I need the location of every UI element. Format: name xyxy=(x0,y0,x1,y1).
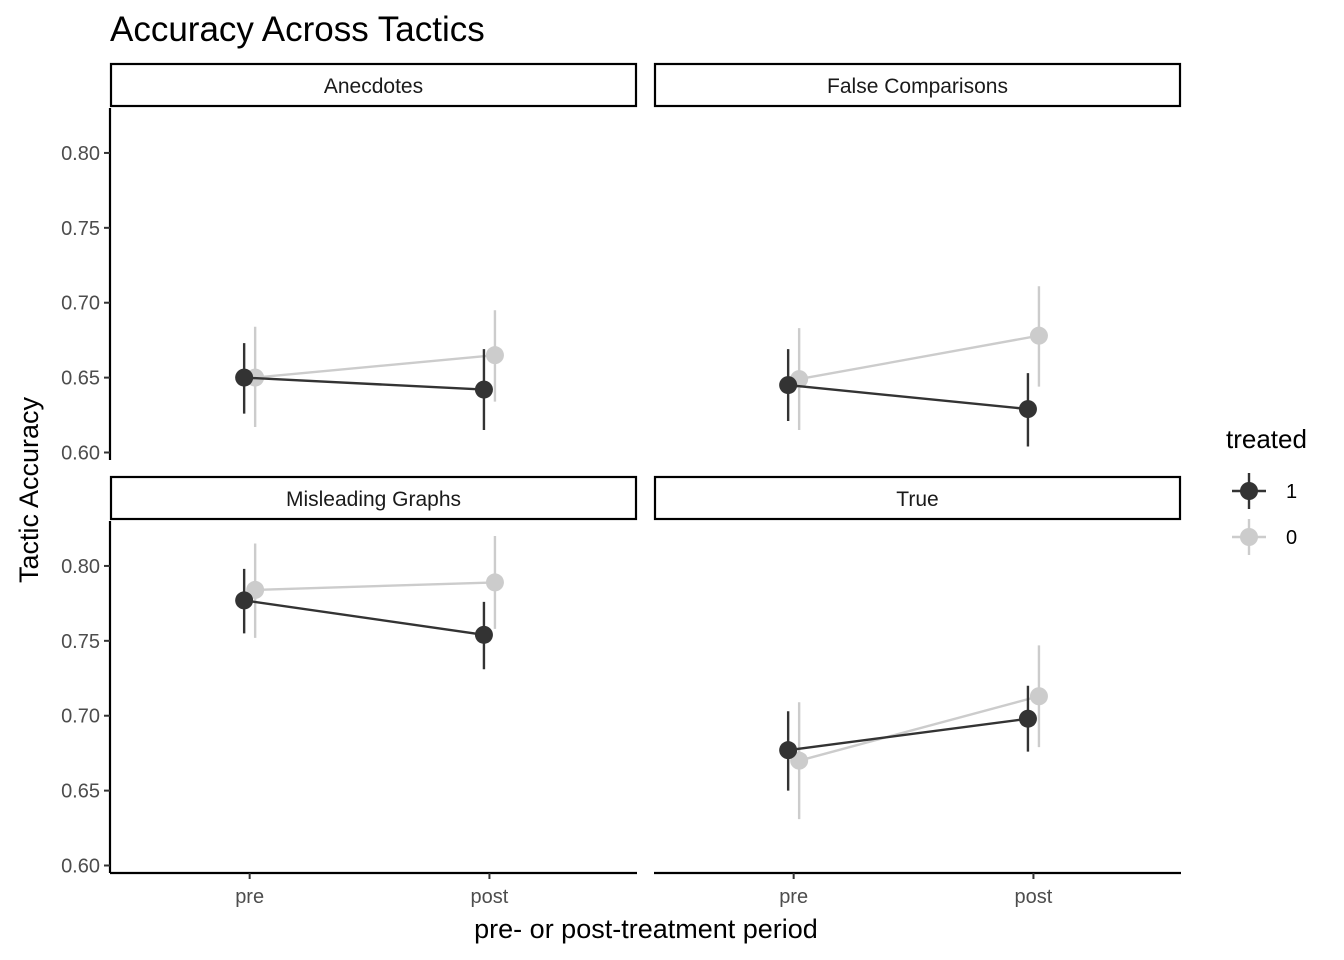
strip-box xyxy=(109,475,638,521)
data-point xyxy=(1018,400,1037,419)
legend-item: 0 xyxy=(1232,519,1297,555)
facet-panel: False Comparisons xyxy=(653,62,1182,447)
data-point xyxy=(779,741,798,760)
facet-panels: Anecdotes 0.60 0.65 0.70 0.75 0.80 False Compa… xyxy=(61,62,1182,908)
data-point xyxy=(474,380,493,399)
legend-title: treated xyxy=(1226,424,1307,454)
y-tick-label: 0.80 xyxy=(61,556,100,578)
y-tick-label: 0.60 xyxy=(61,856,100,878)
strip-label: False Comparisons xyxy=(827,75,1008,98)
chart-title: Accuracy Across Tactics xyxy=(110,10,485,49)
y-tick-label: 0.65 xyxy=(61,781,100,803)
x-tick-label: pre xyxy=(779,886,808,908)
data-point xyxy=(474,625,493,644)
x-tick-label: post xyxy=(1015,886,1053,908)
y-tick-label: 0.60 xyxy=(61,443,100,465)
data-point xyxy=(779,376,798,395)
facet-panel: Anecdotes 0.60 0.65 0.70 0.75 0.80 xyxy=(61,62,638,465)
y-tick-label: 0.70 xyxy=(61,293,100,315)
strip-label: True xyxy=(896,488,938,511)
strip-box xyxy=(653,62,1182,108)
legend-label: 0 xyxy=(1286,527,1297,549)
data-point xyxy=(1029,326,1048,345)
x-tick-label: post xyxy=(471,886,509,908)
legend-key-point xyxy=(1240,482,1258,500)
facet-panel: True pre post xyxy=(653,475,1182,908)
series-line xyxy=(787,717,1029,752)
strip-box xyxy=(653,475,1182,521)
series-line xyxy=(255,353,496,379)
legend-key-point xyxy=(1240,528,1258,546)
series-line xyxy=(255,581,495,592)
series-line xyxy=(798,695,1040,762)
legend: treated 10 xyxy=(1226,424,1307,555)
y-tick-label: 0.75 xyxy=(61,631,100,653)
data-point xyxy=(485,573,504,592)
legend-item: 1 xyxy=(1232,473,1297,509)
legend-items: 10 xyxy=(1232,473,1297,555)
y-tick-label: 0.80 xyxy=(61,143,100,165)
data-point xyxy=(235,368,254,387)
data-point xyxy=(1029,687,1048,706)
strip-label: Anecdotes xyxy=(324,75,423,98)
y-axis-title: Tactic Accuracy xyxy=(14,396,44,583)
series-line xyxy=(788,383,1029,411)
x-tick-label: pre xyxy=(235,886,264,908)
y-tick-label: 0.65 xyxy=(61,368,100,390)
data-point xyxy=(485,346,504,365)
legend-label: 1 xyxy=(1286,481,1297,503)
facet-panel: Misleading Graphs 0.60 0.65 0.70 0.75 0.80 pre… xyxy=(61,475,638,908)
data-point xyxy=(235,591,254,610)
y-tick-label: 0.75 xyxy=(61,218,100,240)
strip-label: Misleading Graphs xyxy=(286,488,461,511)
strip-box xyxy=(109,62,638,108)
series-line xyxy=(798,334,1040,381)
y-tick-label: 0.70 xyxy=(61,706,100,728)
data-point xyxy=(1018,709,1037,728)
series-line xyxy=(243,599,485,637)
x-axis-title: pre- or post-treatment period xyxy=(474,914,818,944)
series-line xyxy=(244,376,484,391)
